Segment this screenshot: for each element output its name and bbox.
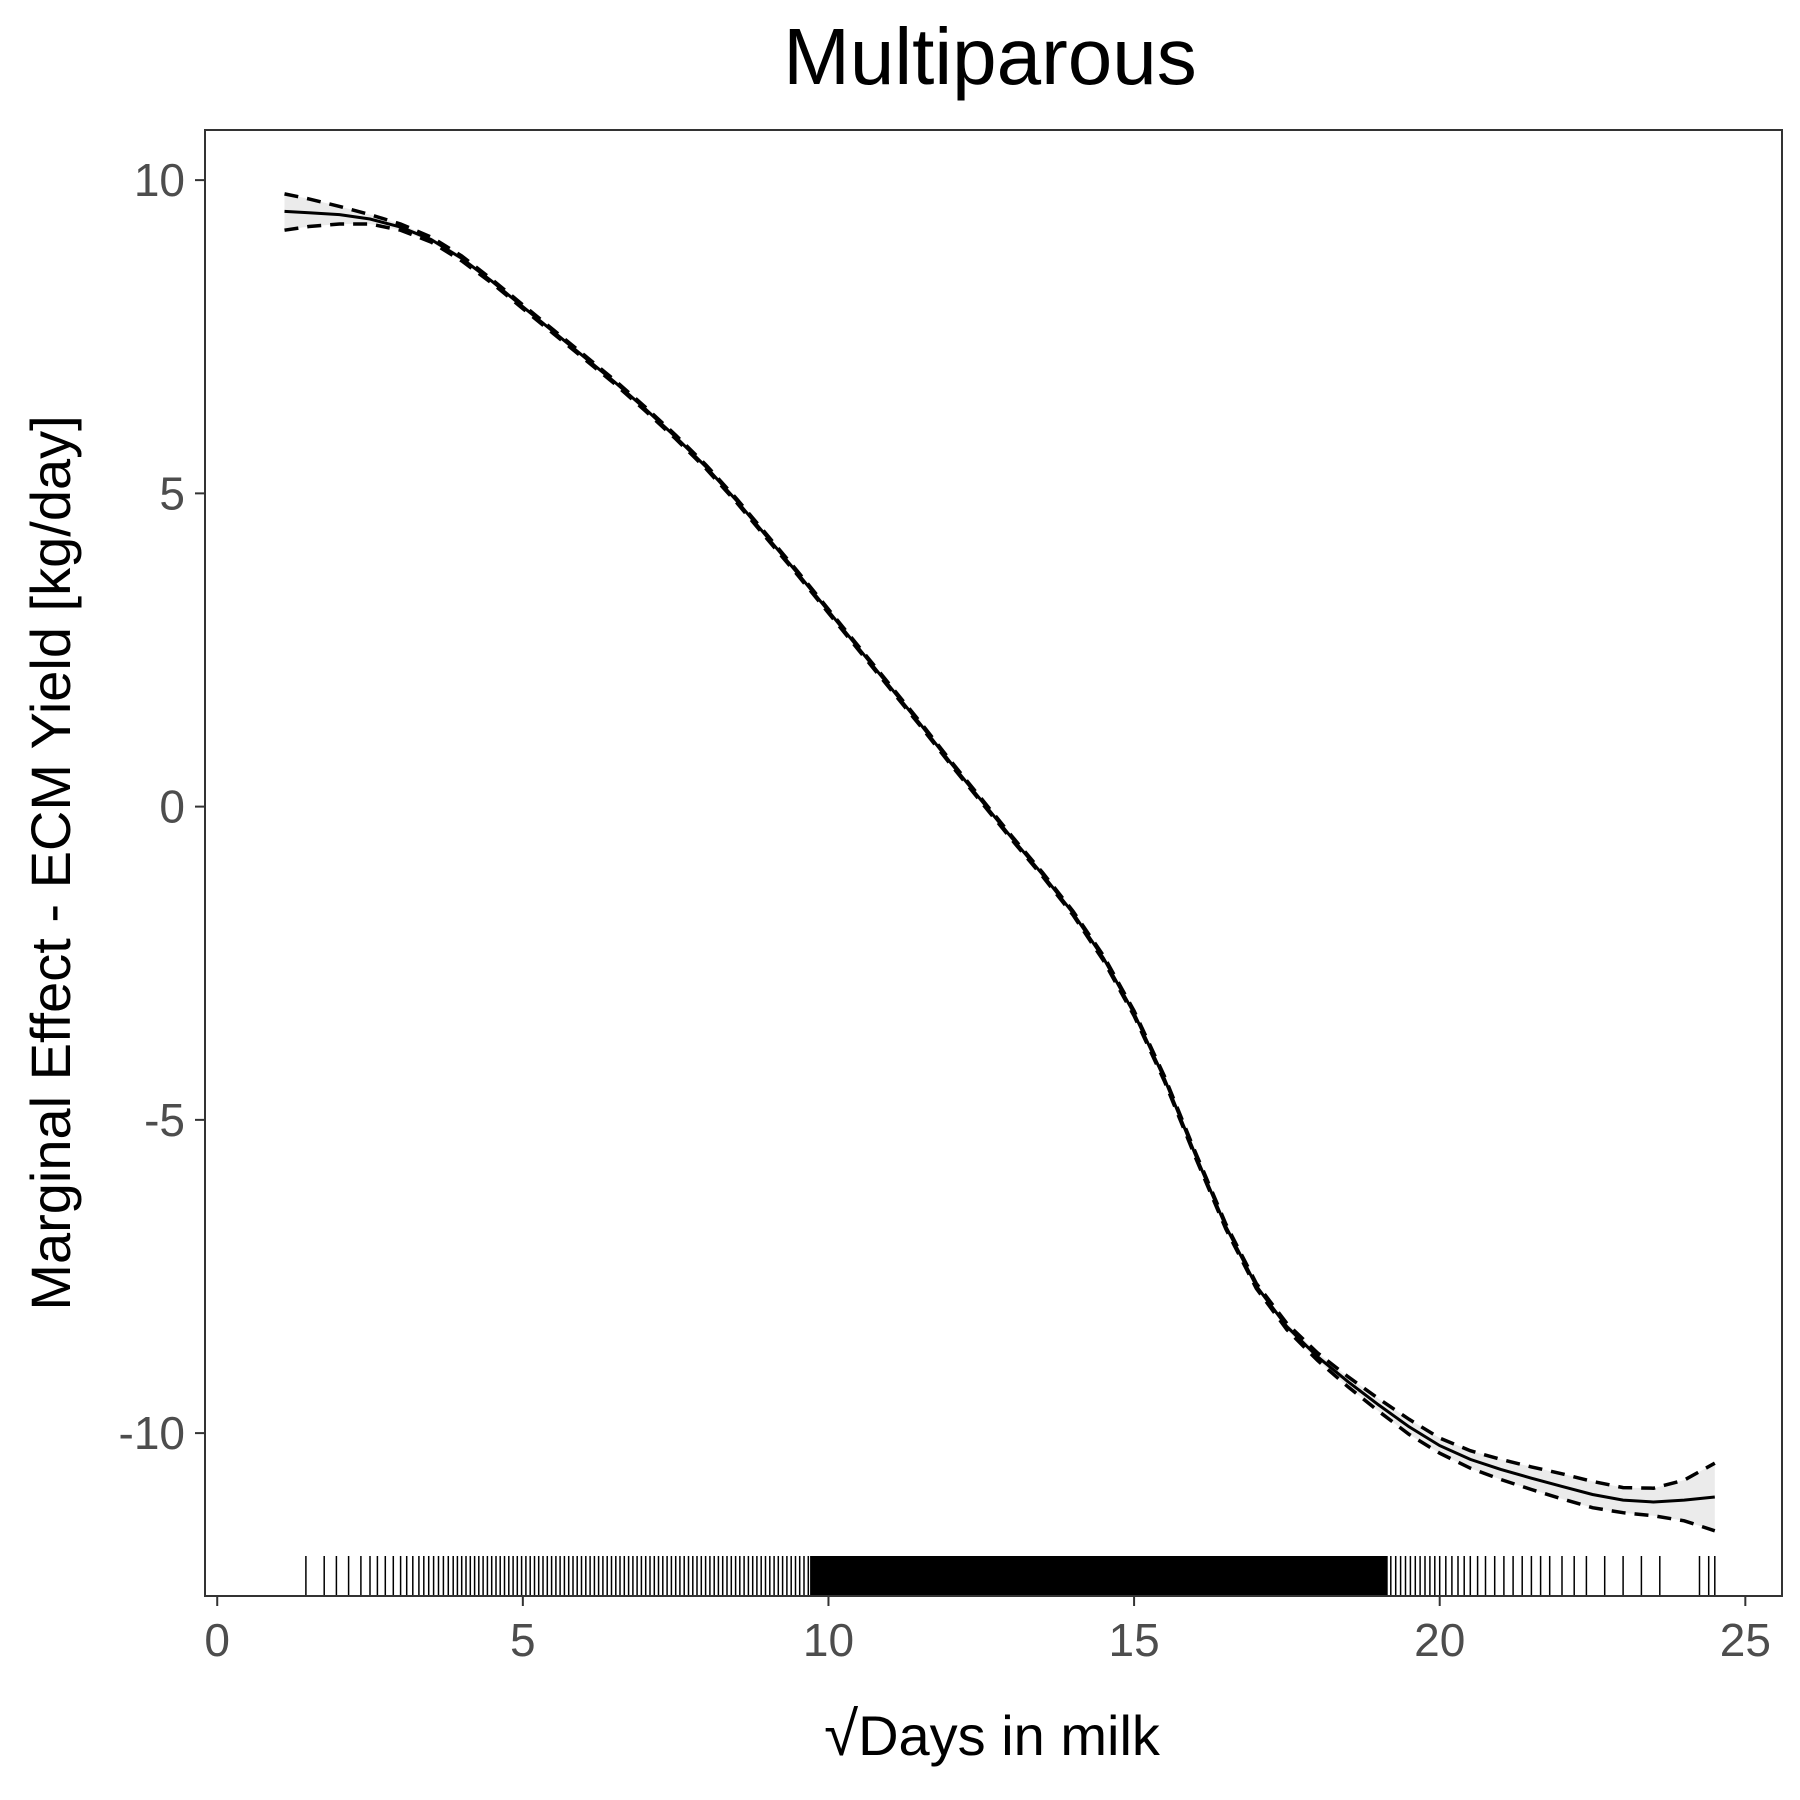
x-axis-title: √Days in milk [824, 1700, 1161, 1769]
x-axis-label: Days in milk [858, 1704, 1161, 1767]
x-tick-label: 0 [204, 1614, 230, 1666]
x-tick-label: 25 [1720, 1614, 1771, 1666]
x-axis: 0 5 10 15 20 25 [204, 1596, 1771, 1666]
y-tick-label: 0 [159, 781, 185, 833]
series-lines [284, 192, 1716, 1533]
x-tick-label: 15 [1108, 1614, 1159, 1666]
rug-dense-block [810, 1556, 1388, 1596]
y-tick-label: -5 [144, 1094, 185, 1146]
x-tick-label: 20 [1414, 1614, 1465, 1666]
y-tick-label: -10 [119, 1407, 185, 1459]
x-tick-label: 5 [510, 1614, 536, 1666]
x-tick-label: 10 [803, 1614, 854, 1666]
y-axis: -10 -5 0 5 10 [119, 154, 205, 1459]
y-tick-label: 5 [159, 467, 185, 519]
y-tick-label: 10 [134, 154, 185, 206]
series-estimate-line [284, 209, 1715, 1504]
series-lower-line [284, 222, 1716, 1533]
chart-title: Multiparous [783, 12, 1197, 101]
sqrt-symbol: √ [824, 1700, 858, 1769]
series-upper-line [284, 192, 1716, 1490]
plot-panel [204, 129, 1783, 1597]
y-axis-title: Marginal Effect - ECM Yield [kg/day] [19, 415, 82, 1310]
confidence-band [284, 193, 1715, 1531]
confidence-ribbon [284, 193, 1715, 1531]
rug-marks [305, 1556, 1716, 1596]
